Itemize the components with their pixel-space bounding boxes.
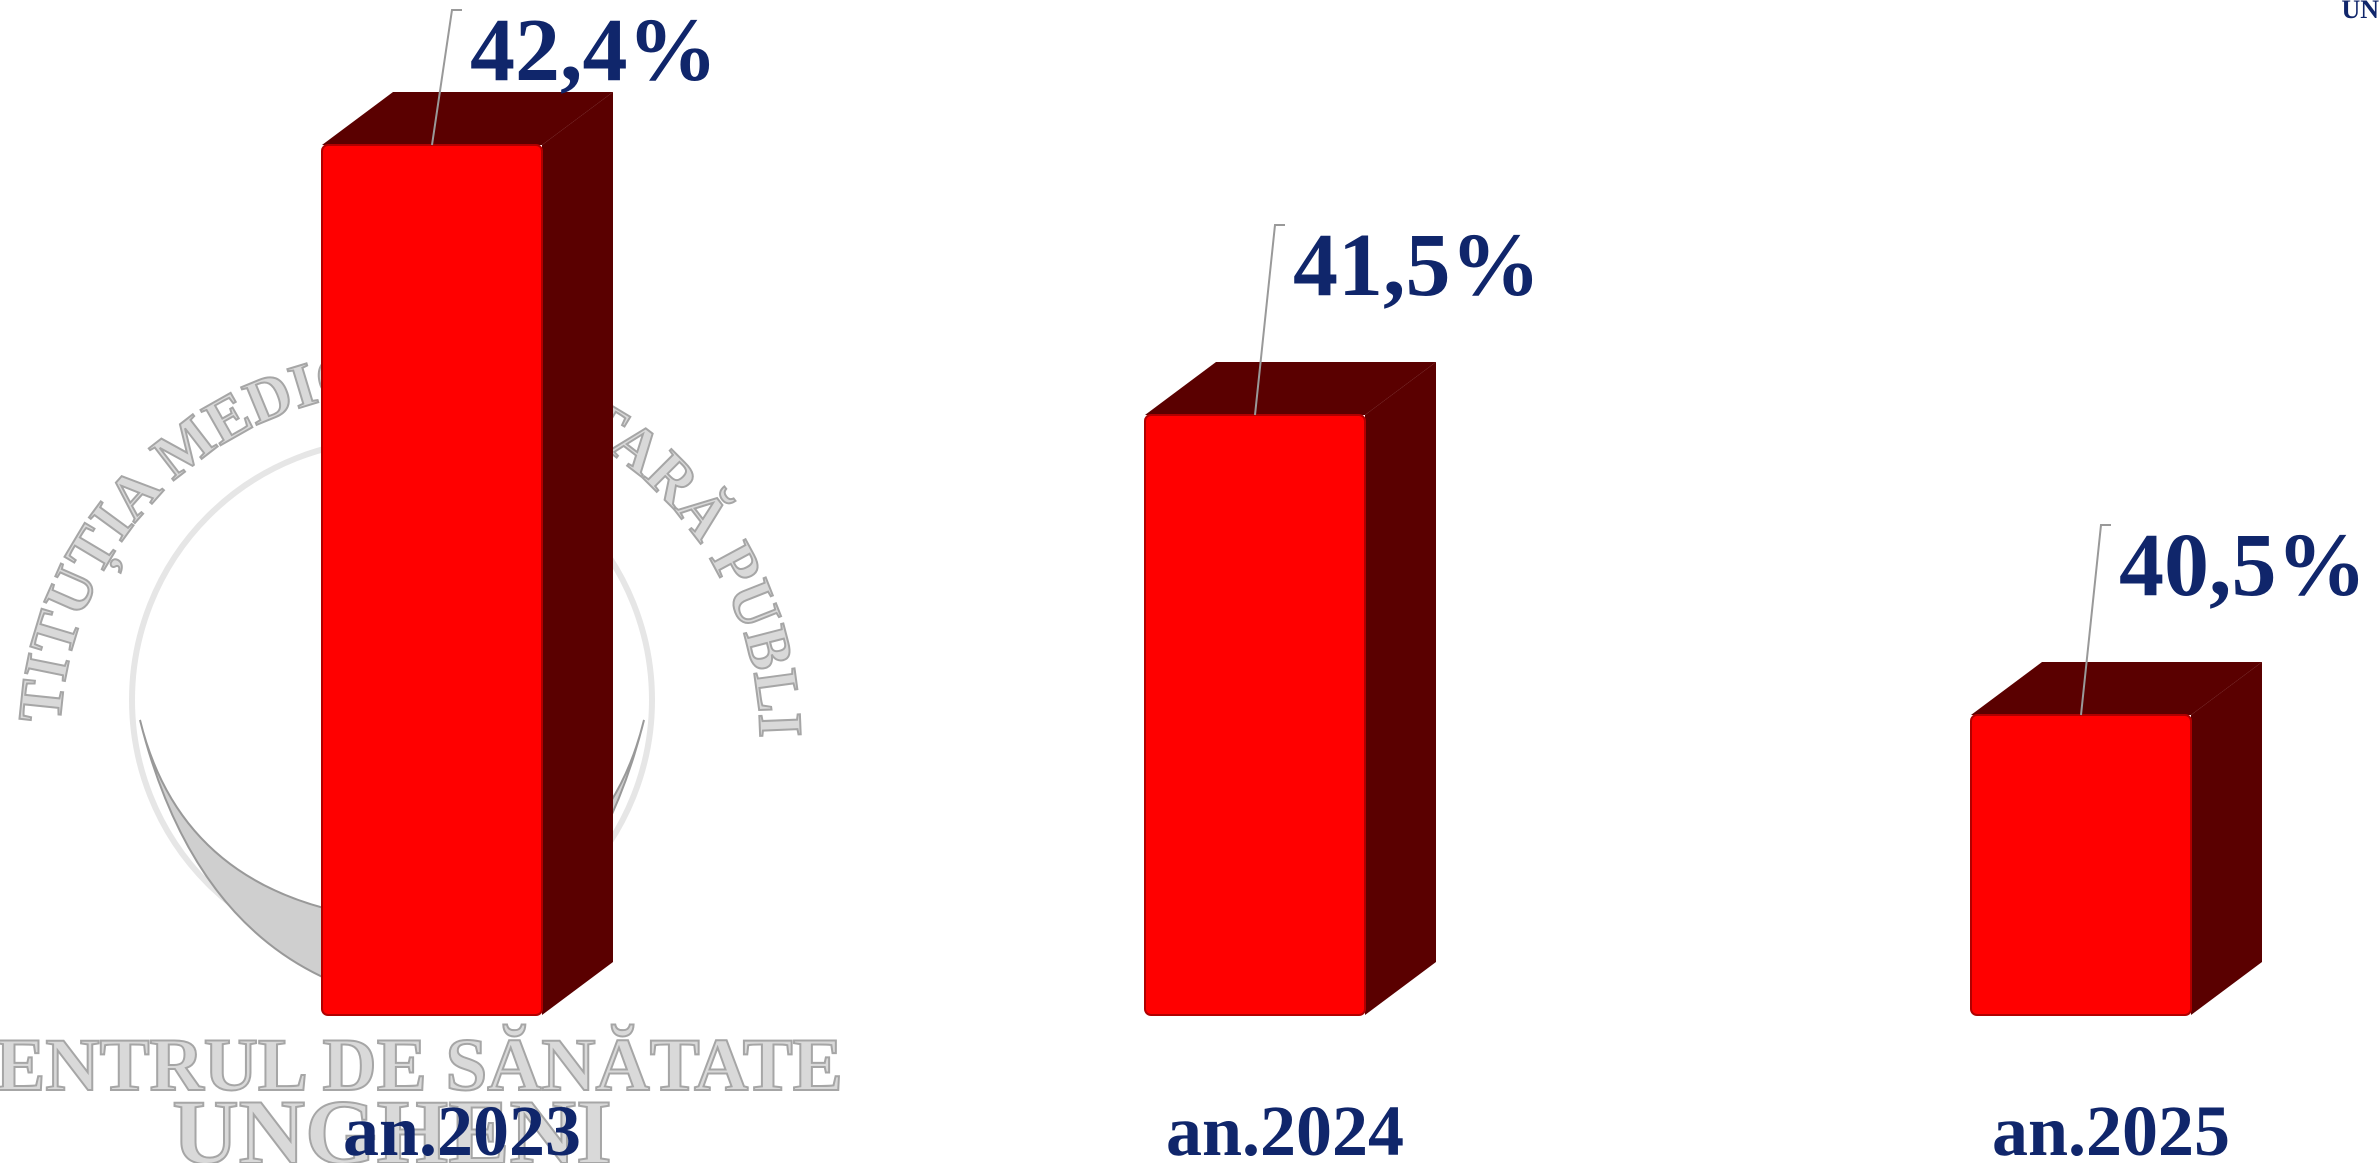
bar [321,144,543,1016]
bar-top [1971,662,2262,715]
bar-top [322,92,613,145]
value-label: 41,5% [1293,216,1541,315]
x-tick-label: an.2024 [1166,1091,1404,1163]
value-label: 40,5% [2119,516,2367,615]
leader-line [1254,224,1285,416]
watermark-line1: CENTRUL DE SĂNĂTATE [0,1024,843,1107]
watermark-line2: UNGHENI [172,1081,612,1163]
corner-text: UN [2341,0,2379,24]
x-tick-label: an.2025 [1992,1091,2230,1163]
leader-line [431,9,462,146]
bar-side [542,92,613,1015]
bar-top [1145,362,1436,415]
bar-side [1365,362,1436,1015]
value-label: 42,4% [470,1,718,100]
bar-side [2191,662,2262,1015]
leader-line [2080,524,2111,716]
bar [1970,714,2192,1016]
x-tick-label: an.2023 [343,1091,581,1163]
bar [1144,414,1366,1016]
